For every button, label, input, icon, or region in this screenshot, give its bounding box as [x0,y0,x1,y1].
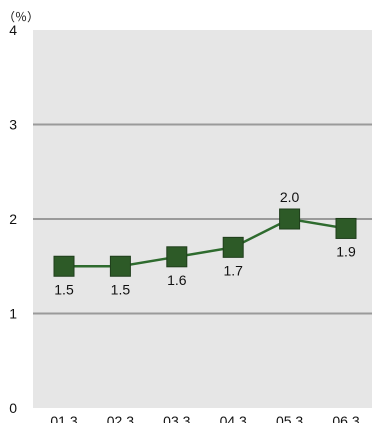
data-point-marker [53,255,75,277]
x-tick-label: 05.3 [276,413,303,423]
data-point-marker [222,236,244,258]
data-labels: 1.5 1.5 1.6 1.7 2.0 1.9 [54,189,356,297]
y-tick-label: 2 [9,211,17,227]
y-tick-label: 3 [9,117,17,133]
x-tick-label: 03.3 [163,413,190,423]
y-tick-label: 1 [9,306,17,322]
data-point-marker [166,246,188,268]
x-tick-label: 01.3 [50,413,77,423]
data-point-marker [279,208,301,230]
x-tick-label: 04.3 [220,413,247,423]
data-label: 2.0 [280,189,300,205]
x-tick-label: 02.3 [107,413,134,423]
data-label: 1.6 [167,272,187,288]
y-tick-label: 0 [9,400,17,416]
data-label: 1.9 [336,243,356,259]
gridlines [33,123,372,315]
data-point-marker [109,255,131,277]
data-label: 1.7 [223,262,243,278]
y-axis: 0 1 2 3 4 [9,22,17,416]
series-markers [53,208,357,277]
x-tick-label: 06.3 [332,413,359,423]
x-axis: 01.3 02.3 03.3 04.3 05.3 06.3 [50,413,359,428]
y-tick-label: 4 [9,22,17,38]
y-axis-unit-label: （％） [3,10,39,24]
data-label: 1.5 [111,281,131,297]
data-label: 1.5 [54,281,74,297]
data-point-marker [335,217,357,239]
